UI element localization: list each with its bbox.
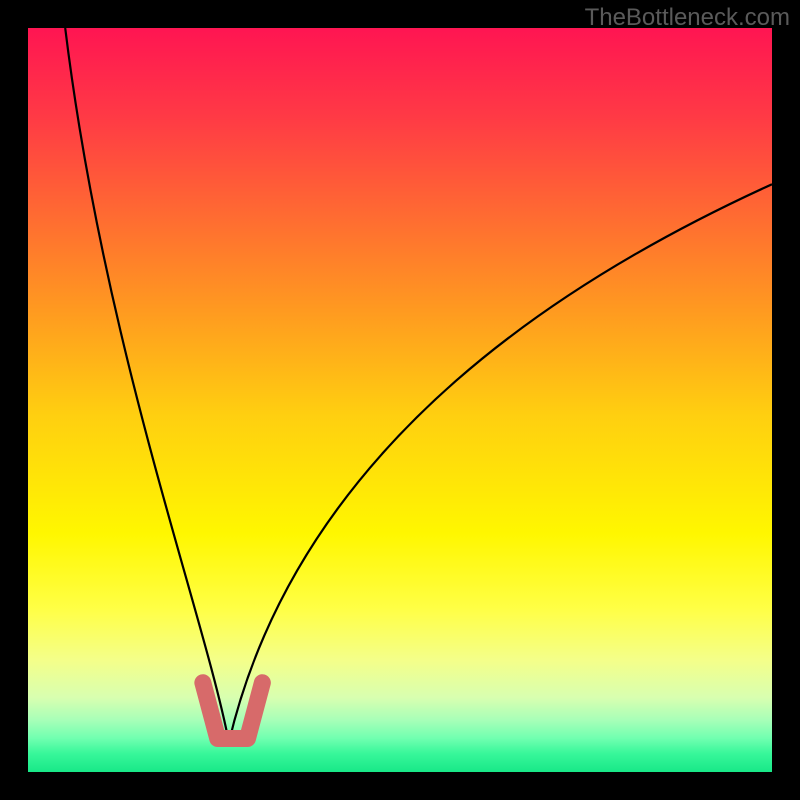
bottleneck-curve <box>65 28 772 742</box>
curve-overlay <box>28 28 772 772</box>
vertex-marker <box>203 683 263 739</box>
plot-area <box>28 28 772 772</box>
watermark-text: TheBottleneck.com <box>585 4 790 32</box>
